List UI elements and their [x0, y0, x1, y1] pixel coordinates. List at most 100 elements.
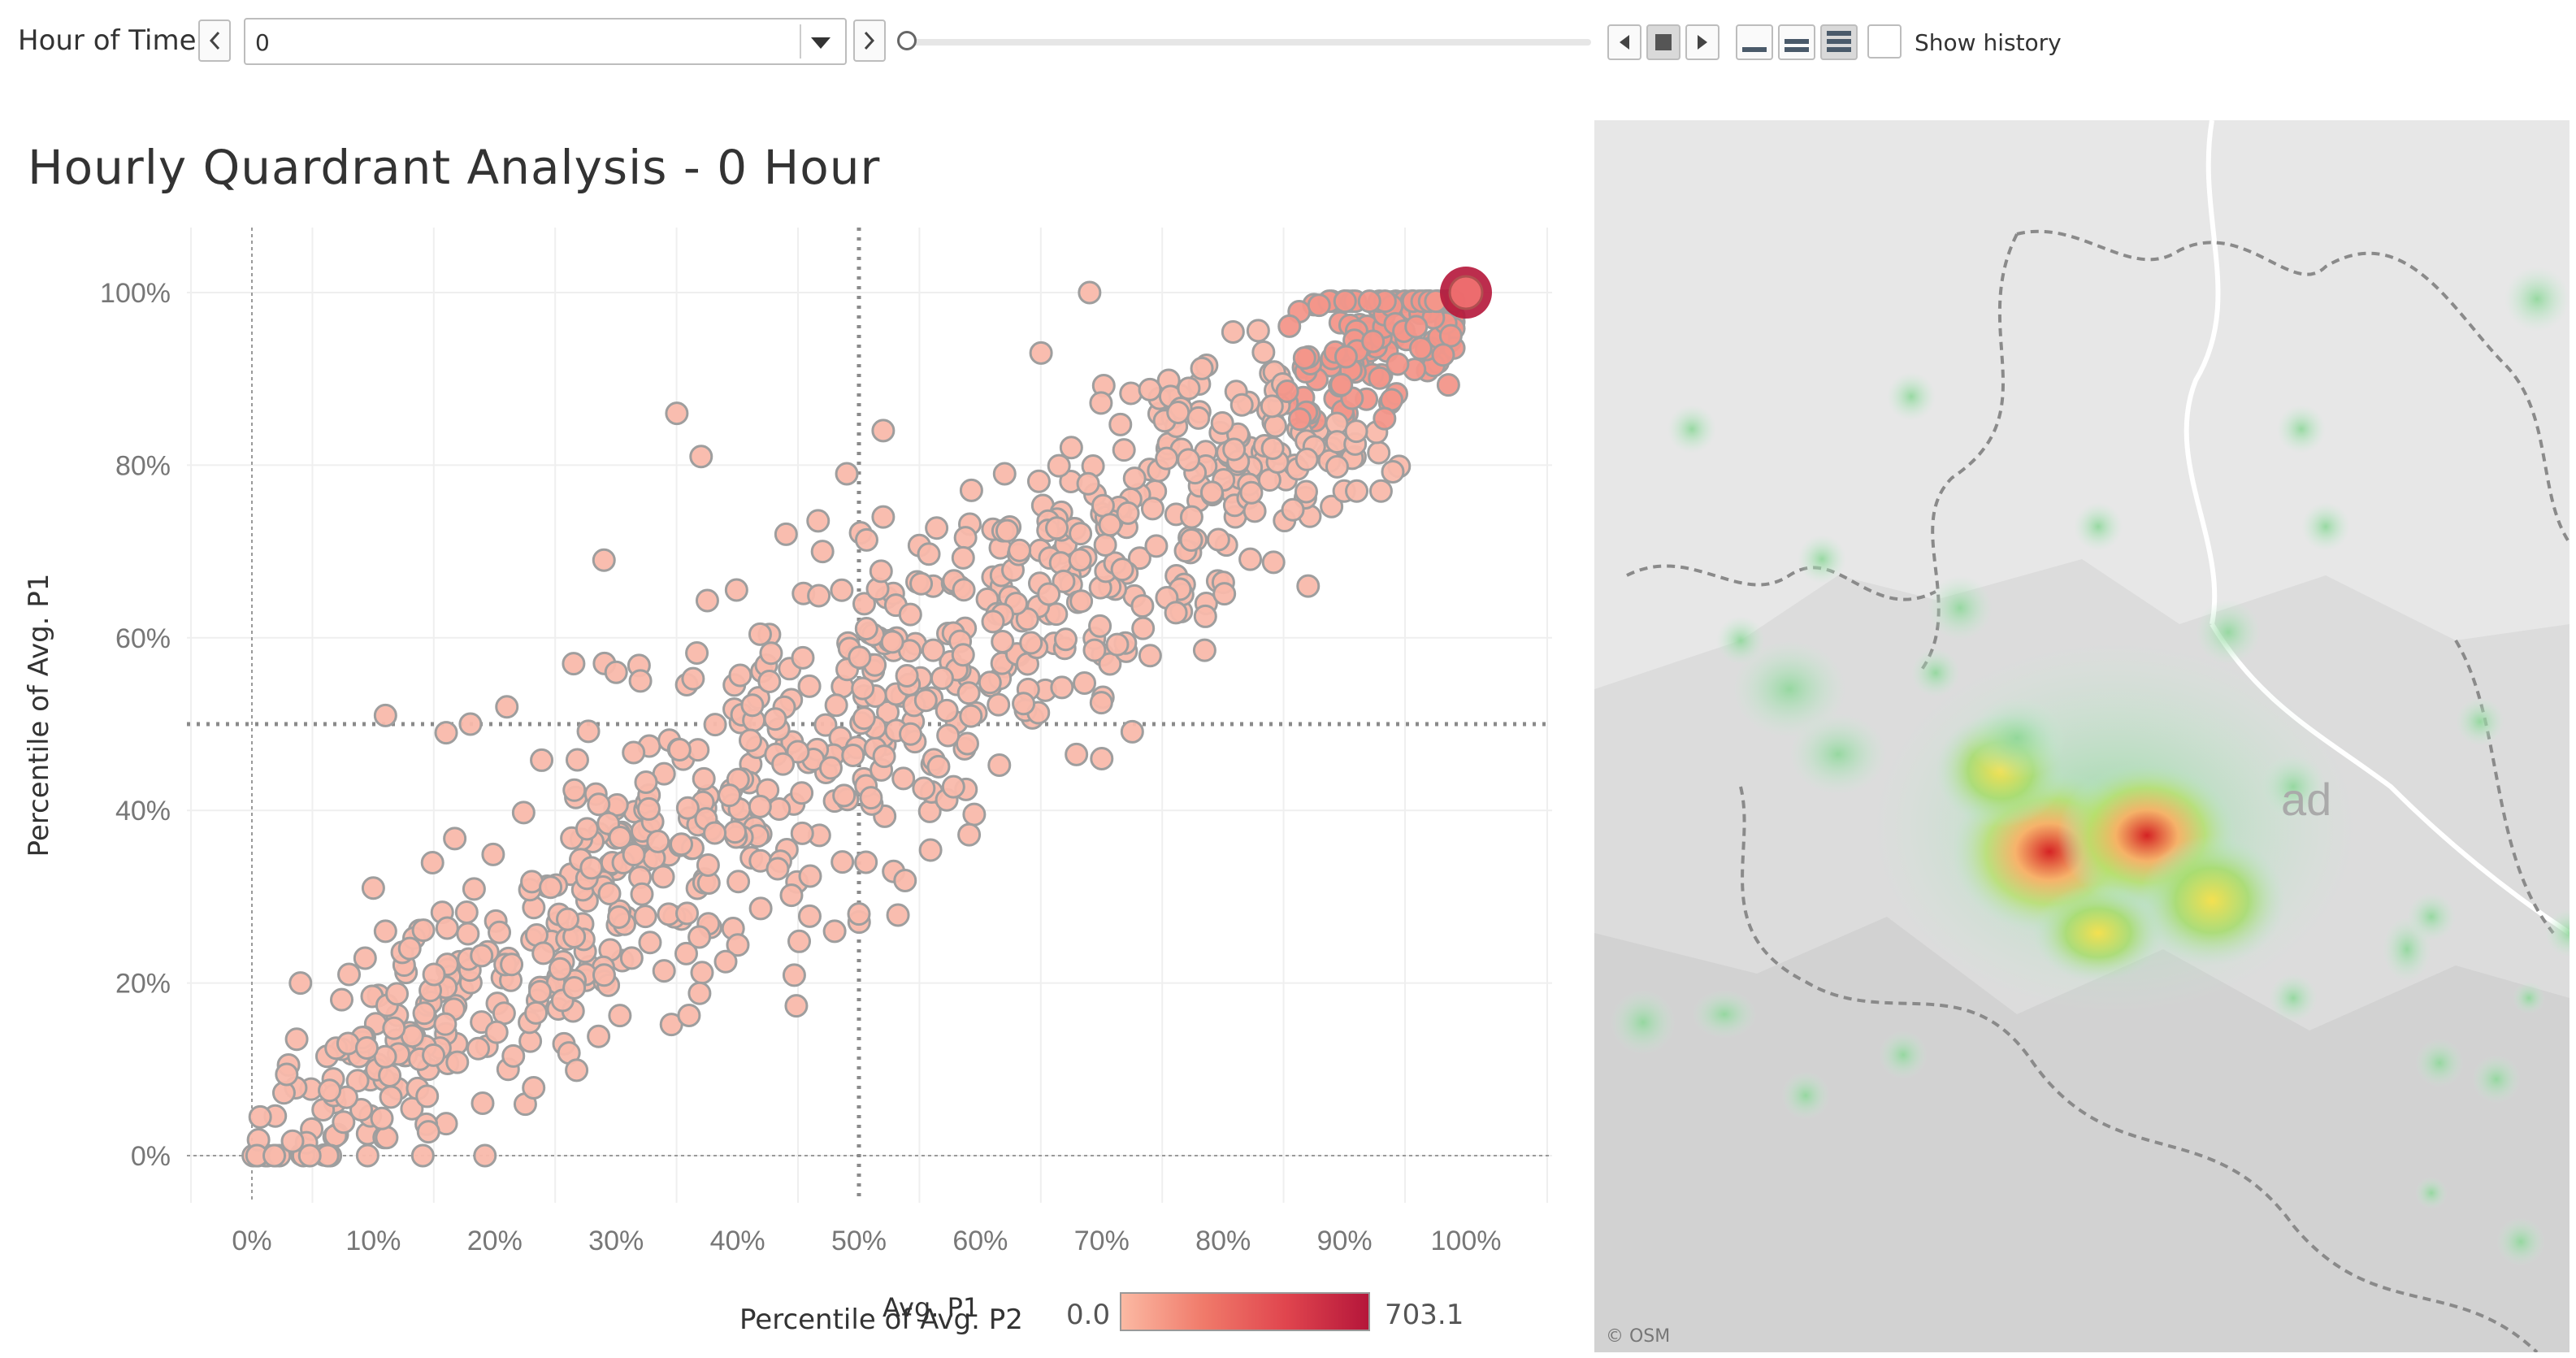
- play-backward-button[interactable]: [1607, 24, 1641, 60]
- scatter-point: [957, 822, 982, 847]
- scatter-point: [921, 638, 945, 662]
- scatter-point-outlier: [337, 962, 362, 987]
- scatter-point: [562, 976, 587, 1000]
- scatter-point: [556, 907, 580, 931]
- speed-slow-button[interactable]: [1736, 24, 1773, 60]
- play-forward-button[interactable]: [1685, 24, 1720, 60]
- scatter-point: [1199, 480, 1224, 505]
- scatter-point: [667, 737, 692, 761]
- scatter-point: [1127, 546, 1151, 571]
- x-tick-label: 30%: [588, 1226, 644, 1256]
- scatter-point: [893, 868, 917, 892]
- scatter-point: [759, 641, 783, 666]
- scatter-point: [959, 704, 983, 728]
- speed-medium-button[interactable]: [1778, 24, 1815, 60]
- scatter-point-outlier: [1078, 280, 1102, 305]
- x-tick-label: 10%: [345, 1226, 401, 1256]
- scatter-point: [530, 748, 554, 772]
- scatter-point-outlier: [628, 669, 653, 693]
- scatter-point: [669, 832, 693, 857]
- show-history-checkbox[interactable]: [1867, 24, 1902, 59]
- scatter-point: [354, 1036, 379, 1061]
- scatter-point: [891, 766, 916, 791]
- y-tick-label: 40%: [115, 796, 171, 827]
- scatter-point: [899, 722, 923, 746]
- scatter-point: [1408, 336, 1433, 361]
- scatter-point: [443, 827, 467, 851]
- hour-slider-track[interactable]: [909, 39, 1591, 46]
- scatter-point: [848, 645, 872, 670]
- scatter-point: [953, 526, 978, 550]
- scatter-point: [918, 838, 943, 862]
- speed-fast-button[interactable]: [1820, 24, 1858, 60]
- scatter-point: [1281, 497, 1305, 522]
- scatter-point: [422, 1043, 446, 1067]
- scatter-point: [936, 723, 961, 748]
- scatter-point: [880, 630, 904, 654]
- scatter-point: [633, 905, 657, 929]
- previous-hour-button[interactable]: [198, 20, 231, 62]
- scatter-point: [962, 802, 987, 827]
- scatter-point: [412, 1001, 436, 1026]
- stop-button[interactable]: [1646, 24, 1680, 60]
- y-tick-label: 20%: [115, 969, 171, 1000]
- scatter-point: [930, 666, 954, 690]
- scatter-point: [1119, 381, 1143, 406]
- scatter-point: [1275, 380, 1299, 404]
- scatter-point: [651, 865, 675, 889]
- hour-select[interactable]: 0: [244, 18, 847, 65]
- legend-max-value: 703.1: [1385, 1299, 1464, 1331]
- scatter-point-outlier: [562, 652, 586, 676]
- scatter-point: [1050, 675, 1074, 700]
- scatter-point-outlier: [495, 695, 519, 719]
- scatter-point: [652, 959, 676, 983]
- x-tick-label: 60%: [952, 1226, 1008, 1256]
- next-hour-button[interactable]: [853, 20, 886, 62]
- scatter-point: [330, 987, 354, 1012]
- scatter-point: [1089, 391, 1113, 415]
- x-axis-ticks: 0% 10% 20% 30% 40% 50% 60% 70% 80% 90% 100%: [232, 1226, 1501, 1256]
- scatter-point: [524, 1000, 549, 1025]
- x-tick-label: 100%: [1431, 1226, 1502, 1256]
- scatter-point: [786, 740, 810, 764]
- overlapping-label: Avg. P1: [883, 1292, 980, 1323]
- heatmap-map[interactable]: ad: [1594, 119, 2576, 1354]
- scatter-point: [456, 922, 480, 946]
- scatter-point: [1076, 471, 1100, 496]
- scatter-point: [248, 1104, 272, 1129]
- scatter-point-outlier: [288, 971, 313, 996]
- scatter-point: [713, 949, 738, 974]
- scatter-point: [978, 670, 1002, 695]
- scatter-point: [1210, 411, 1234, 436]
- scatter-point: [1110, 558, 1134, 582]
- scatter-point: [1177, 448, 1201, 472]
- scatter-point-outlier: [604, 660, 628, 684]
- scatter-point: [630, 882, 654, 906]
- scatter-point: [1193, 604, 1217, 628]
- scatter-point: [262, 1143, 287, 1168]
- scatter-point-outlier: [373, 919, 397, 944]
- scatter-point: [1082, 638, 1107, 662]
- scatter-point: [1206, 527, 1230, 552]
- hour-slider-thumb[interactable]: [897, 31, 917, 50]
- scatter-point: [869, 559, 893, 584]
- scatter-point: [378, 1063, 402, 1087]
- scatter-point: [895, 664, 919, 688]
- play-backward-icon: [1620, 35, 1629, 50]
- scatter-point: [1344, 419, 1368, 444]
- y-tick-label: 80%: [115, 450, 171, 481]
- scatter-point: [854, 850, 878, 874]
- scatter-point: [1325, 454, 1349, 479]
- play-forward-icon: [1698, 35, 1707, 50]
- scatter-point: [728, 663, 752, 688]
- scatter-point: [1229, 393, 1254, 417]
- scatter-point: [382, 1016, 406, 1040]
- scatter-point: [1251, 340, 1276, 364]
- scatter-point: [636, 796, 661, 821]
- scatter-point: [1368, 366, 1392, 390]
- scatter-point: [592, 963, 616, 987]
- scatter-point: [1404, 315, 1429, 339]
- scatter-point: [677, 1004, 701, 1028]
- scatter-point: [1008, 538, 1032, 562]
- scatter-point: [787, 929, 812, 953]
